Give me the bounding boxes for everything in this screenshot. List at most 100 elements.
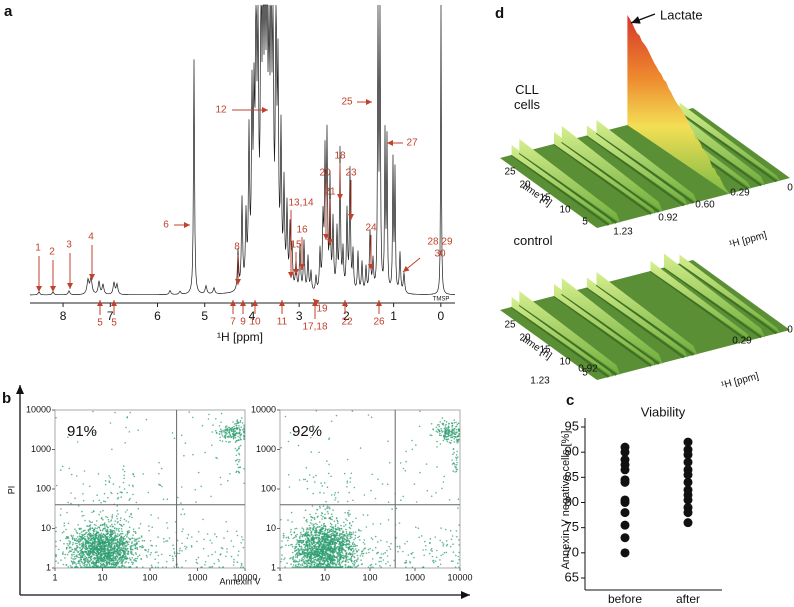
event-dot xyxy=(296,549,298,551)
event-dot xyxy=(312,536,314,538)
ppm-tick-label: 0.29 xyxy=(732,336,752,347)
event-dot xyxy=(344,473,346,475)
event-dot xyxy=(122,555,124,557)
event-dot xyxy=(322,536,324,538)
reference-label: TMSP xyxy=(433,297,450,303)
event-dot xyxy=(352,521,354,523)
event-dot xyxy=(71,557,73,559)
event-dot xyxy=(85,546,87,548)
event-dot xyxy=(309,548,311,550)
event-dot xyxy=(62,551,64,553)
event-dot xyxy=(109,481,111,483)
event-dot xyxy=(128,537,130,539)
event-dot xyxy=(364,543,366,545)
event-dot xyxy=(328,548,330,550)
event-dot xyxy=(336,553,338,555)
event-dot xyxy=(80,566,82,568)
event-dot xyxy=(337,537,339,539)
event-dot xyxy=(290,557,292,559)
event-dot xyxy=(84,530,86,532)
event-dot xyxy=(163,538,165,540)
event-dot xyxy=(104,535,106,537)
event-dot xyxy=(214,533,216,535)
event-dot xyxy=(127,558,129,560)
event-dot xyxy=(325,501,327,503)
event-dot xyxy=(355,518,357,520)
event-dot xyxy=(284,566,286,568)
event-dot xyxy=(222,566,224,568)
event-dot xyxy=(117,513,119,515)
event-dot xyxy=(351,525,353,527)
event-dot xyxy=(225,556,227,558)
event-dot xyxy=(122,469,124,471)
event-dot xyxy=(221,433,223,435)
event-dot xyxy=(117,535,119,537)
event-dot xyxy=(198,531,200,533)
event-dot xyxy=(328,506,330,508)
event-dot xyxy=(300,532,302,534)
event-dot xyxy=(307,550,309,552)
event-dot xyxy=(315,559,317,561)
event-dot xyxy=(314,532,316,534)
event-dot xyxy=(335,497,337,499)
event-dot xyxy=(71,555,73,557)
event-dot xyxy=(348,515,350,517)
event-dot xyxy=(81,559,83,561)
event-dot xyxy=(328,464,330,466)
data-point xyxy=(621,478,630,487)
event-dot xyxy=(144,540,146,542)
event-dot xyxy=(433,560,435,562)
event-dot xyxy=(454,422,456,424)
event-dot xyxy=(114,536,116,538)
event-dot xyxy=(298,445,300,447)
event-dot xyxy=(142,473,144,475)
event-dot xyxy=(456,459,458,461)
event-dot xyxy=(419,411,421,413)
event-dot xyxy=(108,519,110,521)
event-dot xyxy=(396,508,398,510)
event-dot xyxy=(113,540,115,542)
event-dot xyxy=(335,524,337,526)
event-dot xyxy=(86,561,88,563)
event-dot xyxy=(402,496,404,498)
event-dot xyxy=(129,499,131,501)
event-dot xyxy=(167,527,169,529)
event-dot xyxy=(324,538,326,540)
y-axis-label: PI xyxy=(6,486,16,495)
event-dot xyxy=(349,513,351,515)
event-dot xyxy=(328,531,330,533)
event-dot xyxy=(210,566,212,568)
event-dot xyxy=(310,529,312,531)
event-dot xyxy=(321,527,323,529)
event-dot xyxy=(458,539,460,541)
event-dot xyxy=(318,555,320,557)
event-dot xyxy=(98,561,100,563)
peak-label: 20 xyxy=(319,168,331,179)
event-dot xyxy=(231,430,233,432)
event-dot xyxy=(306,540,308,542)
event-dot xyxy=(440,443,442,445)
event-dot xyxy=(408,554,410,556)
event-dot xyxy=(358,530,360,532)
event-dot xyxy=(128,566,130,568)
event-dot xyxy=(130,566,132,568)
event-dot xyxy=(187,537,189,539)
event-dot xyxy=(106,564,108,566)
event-dot xyxy=(75,543,77,545)
event-dot xyxy=(288,441,290,443)
event-dot xyxy=(370,566,372,568)
event-dot xyxy=(83,483,85,485)
event-dot xyxy=(352,551,354,553)
event-dot xyxy=(317,516,319,518)
event-dot xyxy=(362,553,364,555)
event-dot xyxy=(89,486,91,488)
x-tick-label: before NMR xyxy=(599,593,651,607)
event-dot xyxy=(319,506,321,508)
event-dot xyxy=(79,553,81,555)
event-dot xyxy=(111,555,113,557)
event-dot xyxy=(332,562,334,564)
ppm-tick-label: 1.23 xyxy=(530,376,550,387)
event-dot xyxy=(122,537,124,539)
event-dot xyxy=(82,493,84,495)
event-dot xyxy=(440,564,442,566)
